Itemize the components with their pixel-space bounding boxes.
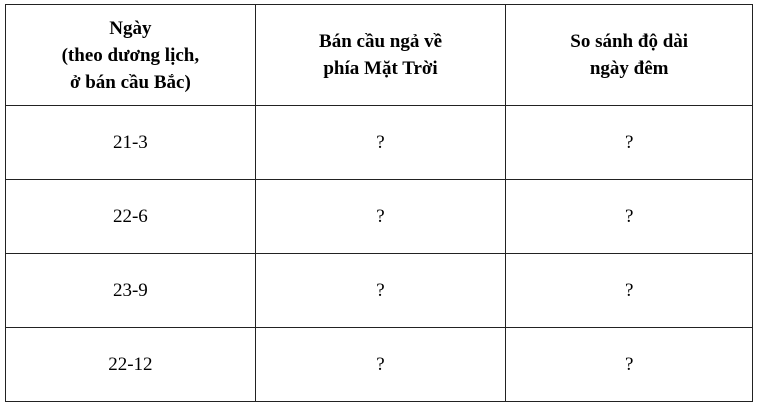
header-line: ở bán cầu Bắc) (69, 71, 191, 93)
table-row: 22-6 ? ? (5, 179, 753, 254)
date-cell: 21-3 (5, 105, 256, 180)
date-cell: 22-6 (5, 179, 256, 254)
table-row: 22-12 ? ? (5, 327, 753, 402)
day-night-cell: ? (505, 253, 753, 328)
day-night-cell: ? (505, 105, 753, 180)
hemisphere-cell: ? (254, 179, 507, 254)
seasons-table: Ngày (theo dương lịch, ở bán cầu Bắc) Bá… (5, 4, 753, 402)
header-line: (theo dương lịch, (61, 44, 200, 66)
day-night-cell: ? (505, 327, 753, 402)
header-line: Ngày (109, 17, 152, 39)
header-row: Ngày (theo dương lịch, ở bán cầu Bắc) Bá… (5, 4, 753, 106)
header-hemisphere: Bán cầu ngả về phía Mặt Trời (254, 4, 507, 106)
header-date: Ngày (theo dương lịch, ở bán cầu Bắc) (5, 4, 256, 106)
header-day-night: So sánh độ dài ngày đêm (505, 4, 753, 106)
header-line: So sánh độ dài (570, 31, 689, 52)
header-line: ngày đêm (589, 58, 669, 79)
date-cell: 22-12 (5, 327, 256, 402)
table-row: 21-3 ? ? (5, 105, 753, 180)
hemisphere-cell: ? (254, 105, 507, 180)
date-cell: 23-9 (5, 253, 256, 328)
hemisphere-cell: ? (254, 327, 507, 402)
table-row: 23-9 ? ? (5, 253, 753, 328)
header-line: phía Mặt Trời (323, 58, 438, 79)
hemisphere-cell: ? (254, 253, 507, 328)
day-night-cell: ? (505, 179, 753, 254)
header-line: Bán cầu ngả về (319, 31, 443, 52)
